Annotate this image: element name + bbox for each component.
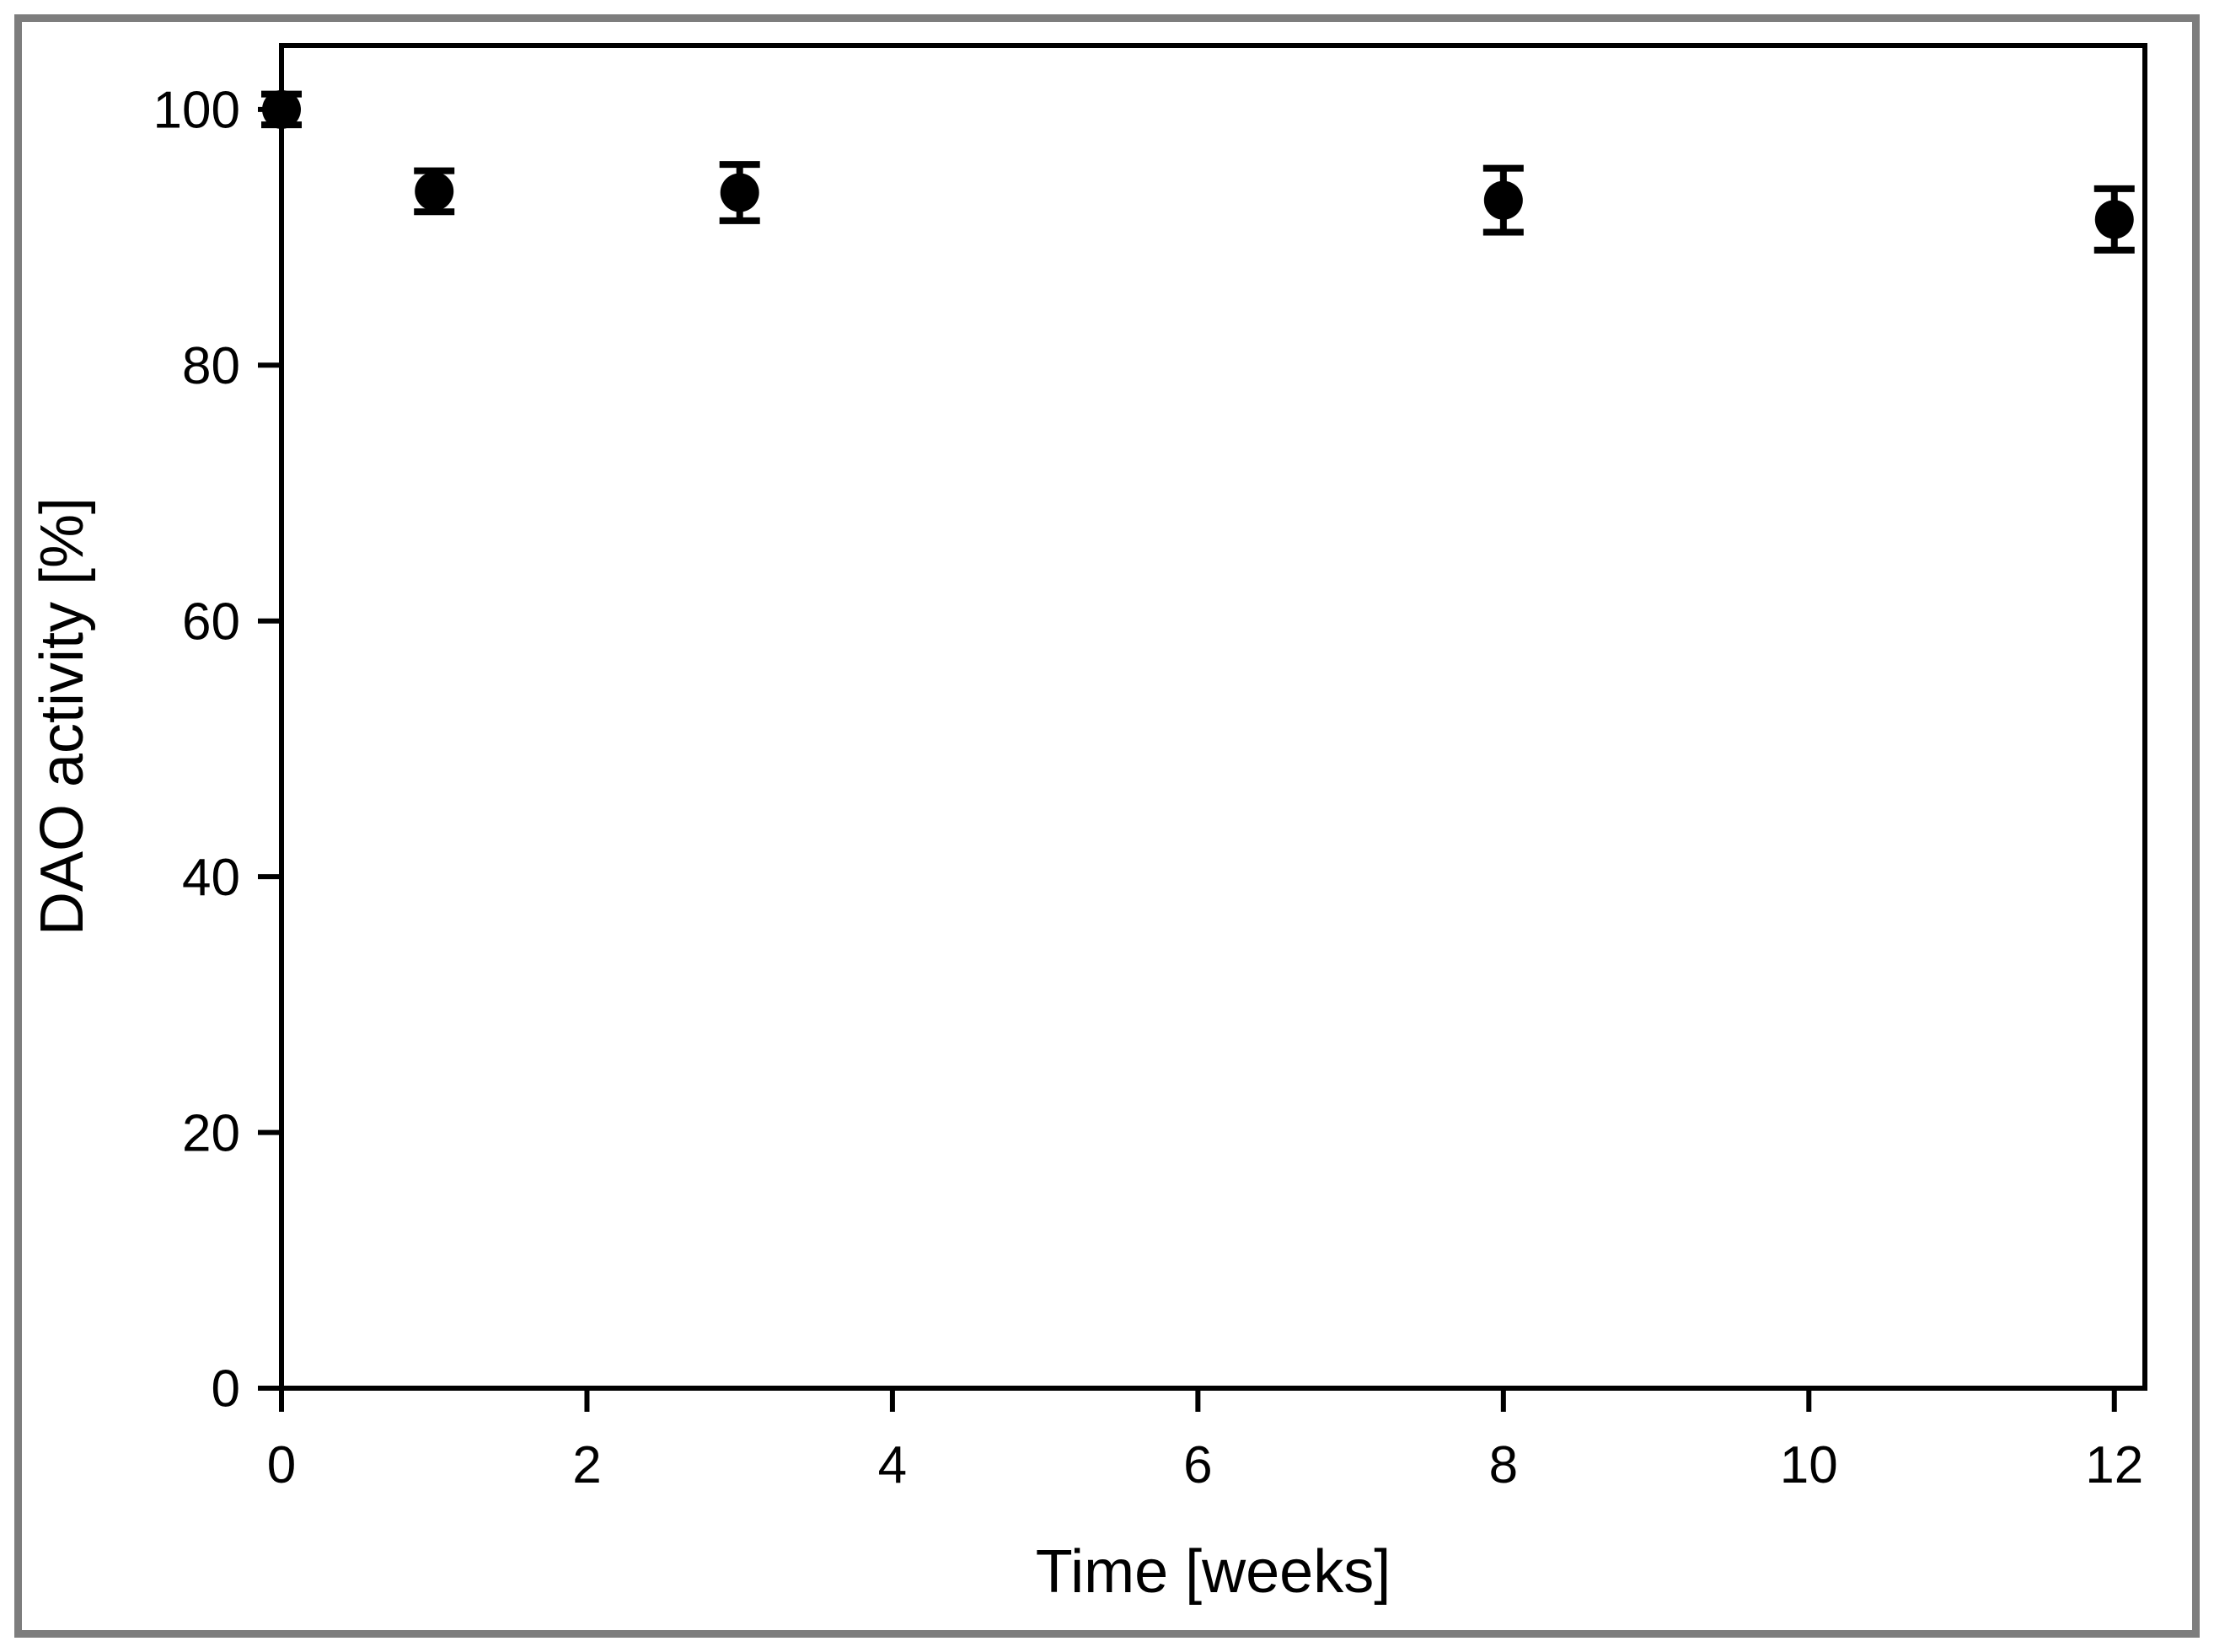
data-point — [1483, 180, 1523, 220]
x-axis-title: Time [weeks] — [1035, 1538, 1391, 1606]
data-point — [720, 173, 759, 212]
y-tick-label: 80 — [182, 337, 240, 395]
data-point — [262, 89, 301, 129]
data-point — [2094, 200, 2134, 239]
y-tick-label: 100 — [153, 82, 240, 140]
y-tick-label: 60 — [182, 593, 240, 651]
x-tick-label: 2 — [572, 1436, 601, 1494]
x-tick-label: 4 — [878, 1436, 907, 1494]
x-tick-label: 12 — [2085, 1436, 2143, 1494]
x-tick-label: 10 — [1780, 1436, 1838, 1494]
x-tick-label: 6 — [1183, 1436, 1212, 1494]
y-tick-label: 0 — [212, 1360, 240, 1419]
y-tick-label: 20 — [182, 1104, 240, 1162]
y-tick-label: 40 — [182, 849, 240, 907]
x-tick-label: 8 — [1489, 1436, 1518, 1494]
y-axis-title: DAO activity [%] — [29, 496, 96, 936]
x-tick-label: 0 — [267, 1436, 296, 1494]
data-point — [415, 171, 454, 211]
